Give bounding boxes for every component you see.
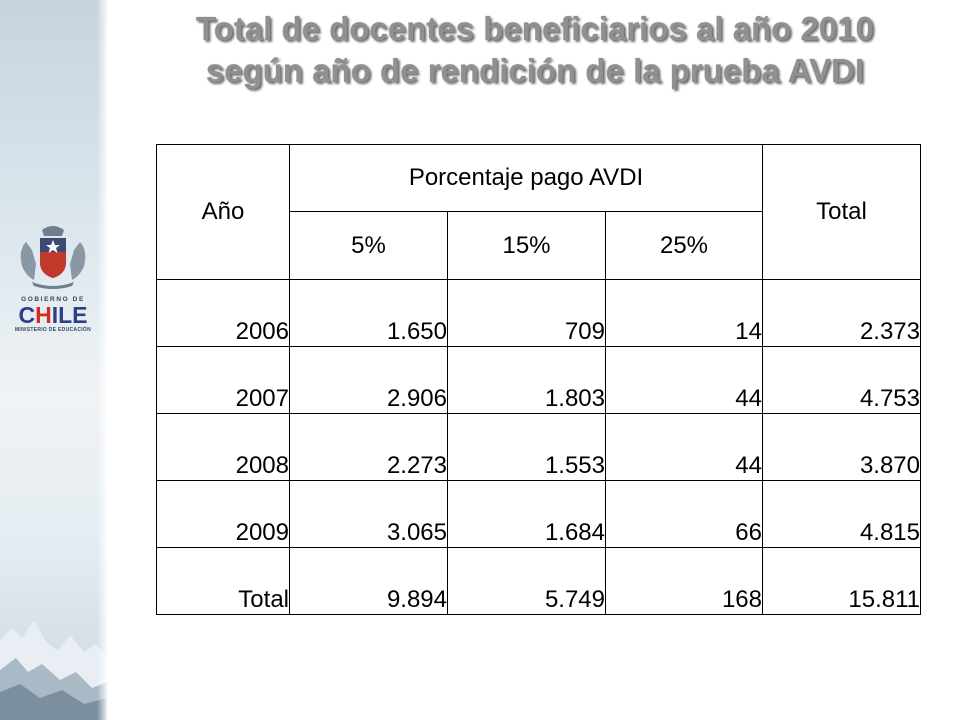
cell-year: Total: [156, 547, 290, 615]
cell-15-percent: 709: [447, 279, 606, 347]
header-total: Total: [762, 144, 921, 280]
table-row: 2009 3.065 1.684 66 4.815: [156, 480, 921, 548]
cell-total: 4.815: [762, 480, 921, 548]
cell-25-percent: 14: [605, 279, 763, 347]
table-row: 2008 2.273 1.553 44 3.870: [156, 413, 921, 481]
cell-15-percent: 1.684: [447, 480, 606, 548]
cell-5-percent: 1.650: [289, 279, 448, 347]
cell-15-percent: 5.749: [447, 547, 606, 615]
cell-total: 15.811: [762, 547, 921, 615]
table-header-row: Año Porcentaje pago AVDI Total: [156, 144, 921, 280]
cell-total: 2.373: [762, 279, 921, 347]
cell-15-percent: 1.553: [447, 413, 606, 481]
table-row: 2006 1.650 709 14 2.373: [156, 279, 921, 347]
logo-ministry-text: MINISTERIO DE EDUCACIÓN: [14, 327, 92, 333]
band-highlight: [97, 0, 107, 720]
header-year: Año: [156, 144, 290, 280]
header-15-percent: 15%: [447, 211, 606, 280]
cell-5-percent: 3.065: [289, 480, 448, 548]
cell-5-percent: 9.894: [289, 547, 448, 615]
cell-25-percent: 44: [605, 413, 763, 481]
logo-top-text: GOBIERNO DE: [21, 296, 85, 303]
cell-total: 4.753: [762, 346, 921, 414]
coat-of-arms-icon: [20, 226, 86, 289]
cell-5-percent: 2.273: [289, 413, 448, 481]
cell-25-percent: 44: [605, 346, 763, 414]
cell-year: 2007: [156, 346, 290, 414]
header-25-percent: 25%: [605, 211, 763, 280]
cell-year: 2009: [156, 480, 290, 548]
header-5-percent: 5%: [289, 211, 448, 280]
cell-25-percent: 168: [605, 547, 763, 615]
slide-title: Total de docentes beneficiarios al año 2…: [120, 8, 950, 92]
cell-year: 2006: [156, 279, 290, 347]
cell-5-percent: 2.906: [289, 346, 448, 414]
cell-15-percent: 1.803: [447, 346, 606, 414]
header-group: Porcentaje pago AVDI: [289, 144, 763, 212]
logo-brand-text: CHILE: [18, 302, 88, 328]
gobierno-logo: GOBIERNO DE CHILE MINISTERIO DE EDUCACIÓ…: [12, 220, 94, 350]
table-total-row: Total 9.894 5.749 168 15.811: [156, 547, 921, 615]
cell-total: 3.870: [762, 413, 921, 481]
cell-year: 2008: [156, 413, 290, 481]
mountain-image: [0, 620, 107, 720]
beneficiaries-table: Año Porcentaje pago AVDI Total 5% 15% 25…: [156, 144, 921, 615]
slide-title-line-1: Total de docentes beneficiarios al año 2…: [196, 10, 874, 47]
table-row: 2007 2.906 1.803 44 4.753: [156, 346, 921, 414]
side-decor-band: GOBIERNO DE CHILE MINISTERIO DE EDUCACIÓ…: [0, 0, 107, 720]
slide-title-line-2: según año de rendición de la prueba AVDI: [205, 52, 865, 89]
table-subheader-row: 5% 15% 25%: [157, 211, 921, 280]
cell-25-percent: 66: [605, 480, 763, 548]
